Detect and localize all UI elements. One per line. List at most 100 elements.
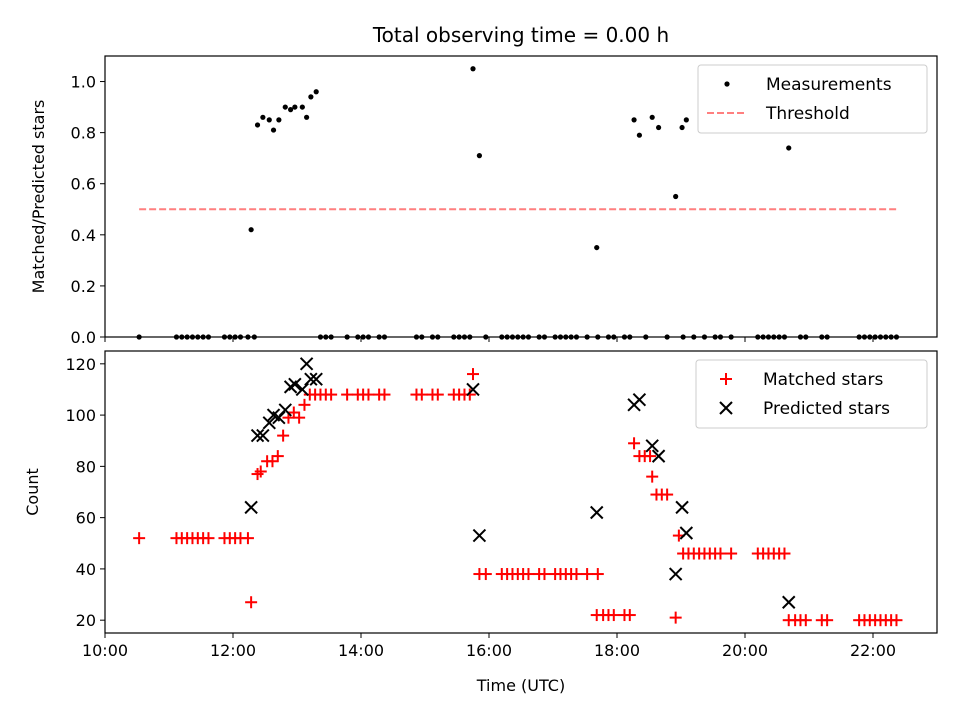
measurement-point [200, 334, 206, 340]
measurement-point [611, 334, 617, 340]
measurement-point [344, 334, 350, 340]
measurement-point [883, 334, 889, 340]
predicted-star-point [309, 372, 323, 386]
measurement-point [649, 114, 655, 120]
matched-star-point [241, 532, 254, 545]
measurement-point [227, 334, 233, 340]
predicted-star-point [262, 416, 276, 430]
threshold-legend-label: Threshold [765, 104, 850, 124]
measurement-point [509, 334, 516, 340]
matched-star-point [277, 429, 290, 442]
predicted-star-point [250, 428, 265, 443]
predicted-star-point [645, 439, 659, 453]
measurement-point [861, 334, 868, 340]
measurement-point [435, 334, 441, 340]
matched-star-point [623, 609, 636, 622]
measurement-point [360, 334, 366, 340]
matched-star-point [431, 388, 444, 401]
predicted-star-point [651, 449, 666, 463]
measurement-point [594, 244, 600, 251]
top-y-tick-label: 0.0 [71, 328, 96, 347]
measurement-point [254, 122, 261, 128]
measurement-point [499, 334, 505, 340]
measurement-point [872, 334, 878, 340]
measurement-point [765, 334, 772, 340]
measurement-point [179, 334, 185, 340]
matched-star-point [646, 470, 659, 483]
matched-star-point [245, 596, 258, 609]
measurement-point [797, 334, 804, 340]
measurement-point [515, 334, 521, 340]
matched-star-point [479, 568, 492, 581]
matched-star-point [581, 568, 594, 581]
measurement-point [467, 334, 473, 340]
bottom-y-axis-label: Count [23, 468, 42, 516]
matched-star-point [415, 388, 428, 401]
bottom-y-tick-label: 100 [65, 406, 96, 425]
top-y-tick-label: 1.0 [71, 73, 96, 92]
measurement-point [781, 334, 788, 340]
matched-star-point [287, 406, 300, 419]
measurement-point [541, 334, 548, 340]
matched-star-point [467, 368, 479, 381]
bottom-y-tick-label: 60 [76, 509, 96, 528]
measurements-legend-marker [724, 81, 730, 87]
measurement-point [627, 334, 633, 340]
matched-star-point [644, 450, 657, 463]
measurement-point [755, 334, 761, 340]
matched-star-point [271, 450, 284, 463]
measurement-point [563, 334, 569, 340]
measurement-point [557, 334, 564, 340]
measurement-point [270, 127, 277, 133]
measurement-point [313, 89, 319, 95]
measurements-legend-label: Measurements [766, 75, 892, 95]
predicted-stars-legend-label: Predicted stars [763, 399, 890, 419]
measurement-point [308, 94, 314, 100]
predicted-star-point [472, 528, 487, 543]
measurement-point [584, 334, 590, 340]
bottom-y-tick-label: 20 [76, 611, 96, 630]
measurement-point [248, 227, 254, 233]
top-y-tick-label: 0.2 [71, 277, 96, 296]
measurement-point [728, 334, 734, 340]
predicted-star-point [668, 567, 683, 581]
matched-star-point [362, 388, 375, 401]
measurement-point [136, 334, 142, 340]
measurement-point [292, 104, 298, 110]
measurement-point [631, 117, 637, 123]
matched-star-point [799, 614, 812, 627]
matched-stars-legend-label: Matched stars [763, 370, 883, 390]
bottom-x-tick-label: 18:00 [594, 641, 640, 660]
matched-star-point [202, 532, 215, 545]
measurement-point [237, 334, 244, 340]
measurement-point [776, 334, 782, 340]
measurement-point [365, 334, 372, 340]
matched-star-point [714, 547, 727, 560]
matched-star-point [778, 547, 791, 560]
predicted-stars-legend-marker [719, 401, 733, 415]
predicted-star-point [256, 428, 270, 443]
measurement-point [664, 334, 670, 340]
measurement-point [595, 334, 601, 340]
measurement-point [691, 334, 697, 340]
measurement-point [205, 334, 212, 340]
measurement-point [288, 107, 294, 113]
bottom-legend: Matched stars Predicted stars [695, 359, 928, 429]
measurement-point [266, 117, 272, 123]
bottom-plot-area [104, 350, 938, 634]
measurement-point [189, 334, 196, 340]
measurement-point [355, 334, 361, 340]
predicted-star-point [679, 526, 694, 540]
measurement-point [856, 334, 862, 340]
measurement-point [525, 334, 532, 340]
measurement-point [552, 334, 558, 340]
bottom-x-tick-label: 12:00 [210, 641, 256, 660]
matched-star-point [378, 388, 391, 401]
predicted-star-point [295, 382, 310, 397]
top-y-tick-label: 0.8 [71, 124, 96, 143]
predicted-star-point [590, 505, 604, 520]
predicted-star-point [278, 403, 292, 417]
measurement-point [276, 117, 282, 123]
measurement-point [786, 145, 792, 151]
measurement-point [771, 334, 777, 340]
